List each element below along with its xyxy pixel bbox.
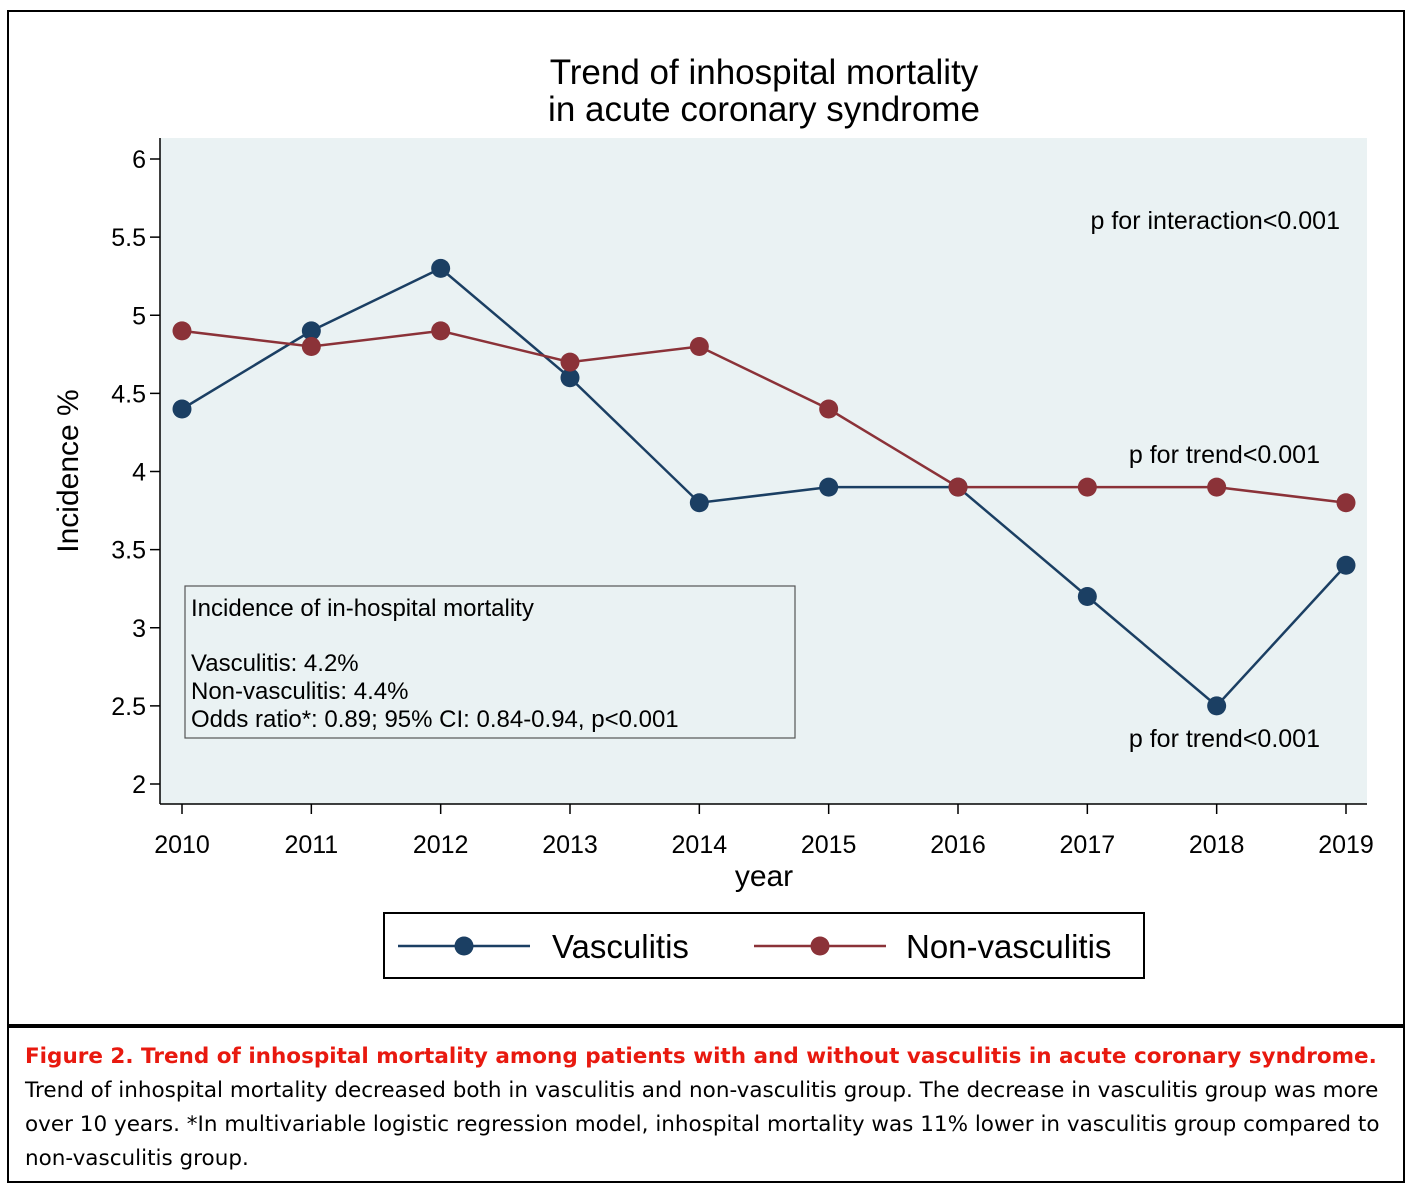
x-tick-label: 2019 <box>1318 831 1374 859</box>
data-point-nonvasculitis <box>1336 493 1356 513</box>
chart-title-line-1: Trend of inhospital mortality <box>550 53 979 92</box>
data-point-nonvasculitis <box>301 337 321 356</box>
data-point-nonvasculitis <box>819 399 839 419</box>
series-line-nonvasculitis <box>181 329 1347 504</box>
x-tick-label: 2012 <box>413 831 469 859</box>
x-tick-label: 2016 <box>930 831 986 859</box>
legend-marker-vasculitis <box>454 936 474 956</box>
data-point-vasculitis <box>1077 587 1097 606</box>
y-tick-label: 4 <box>132 459 146 487</box>
caption-frame <box>7 1026 1405 1183</box>
data-point-vasculitis <box>1207 696 1227 716</box>
data-point-nonvasculitis <box>948 477 968 497</box>
annotation-trend-nonvasculitis: p for trend<0.001 <box>1129 441 1320 469</box>
inset-line-3: Odds ratio*: 0.89; 95% CI: 0.84-0.94, p<… <box>191 706 679 733</box>
x-tick-label: 2010 <box>154 831 210 859</box>
y-tick-label: 3.5 <box>111 537 146 565</box>
data-point-vasculitis <box>1336 555 1356 575</box>
x-tick-label: 2015 <box>801 831 857 859</box>
x-tick-label: 2013 <box>542 831 598 859</box>
chart-title-line-2: in acute coronary syndrome <box>548 90 980 129</box>
y-axis-label: Incidence % <box>52 389 85 552</box>
x-tick-label: 2018 <box>1189 831 1245 859</box>
y-tick-label: 5.5 <box>111 224 146 252</box>
data-point-nonvasculitis <box>431 321 451 341</box>
inset-box: Incidence of in-hospital mortality Vascu… <box>184 585 796 739</box>
data-point-vasculitis <box>560 368 580 388</box>
inset-line-1: Vasculitis: 4.2% <box>191 650 359 677</box>
x-tick-label: 2011 <box>284 831 338 859</box>
y-tick-label: 5 <box>132 302 146 330</box>
data-point-vasculitis <box>172 399 192 419</box>
data-point-vasculitis <box>431 258 451 278</box>
series-line-vasculitis <box>181 266 1347 708</box>
inset-line-2: Non-vasculitis: 4.4% <box>191 678 408 705</box>
y-tick-label: 6 <box>132 146 146 174</box>
data-point-nonvasculitis <box>172 321 192 341</box>
caption-body: Trend of inhospital mortality decreased … <box>25 1078 1380 1171</box>
series-layer <box>172 258 1356 716</box>
data-point-vasculitis <box>819 477 839 497</box>
inset-title: Incidence of in-hospital mortality <box>191 595 534 622</box>
annotation-trend-vasculitis: p for trend<0.001 <box>1129 725 1320 753</box>
legend-label-vasculitis: Vasculitis <box>552 928 689 965</box>
y-tick-label: 4.5 <box>111 380 146 408</box>
caption-title: Figure 2. Trend of inhospital mortality … <box>25 1044 1377 1069</box>
data-point-nonvasculitis <box>1207 477 1227 497</box>
data-point-vasculitis <box>689 493 709 513</box>
x-axis-label: year <box>735 860 793 893</box>
annotation-interaction: p for interaction<0.001 <box>1091 207 1340 235</box>
figure-caption: Figure 2. Trend of inhospital mortality … <box>25 1040 1395 1176</box>
x-tick-label: 2017 <box>1060 831 1116 859</box>
data-point-nonvasculitis <box>689 337 709 356</box>
axes: 2 2.5 3 3.5 4 4.5 5 5.5 6 2010 2011 2012 2013 2014 201… <box>111 138 1374 859</box>
data-point-nonvasculitis <box>1077 477 1097 497</box>
data-point-vasculitis <box>301 321 321 341</box>
legend-marker-nonvasculitis <box>810 936 830 956</box>
x-tick-label: 2014 <box>672 831 728 859</box>
legend-label-nonvasculitis: Non-vasculitis <box>906 928 1111 965</box>
legend: Vasculitis Non-vasculitis <box>383 912 1145 979</box>
plot-area <box>160 138 1367 804</box>
y-tick-label: 2 <box>132 771 146 799</box>
data-point-nonvasculitis <box>560 352 580 372</box>
y-tick-label: 3 <box>132 615 146 643</box>
y-tick-label: 2.5 <box>111 693 146 721</box>
